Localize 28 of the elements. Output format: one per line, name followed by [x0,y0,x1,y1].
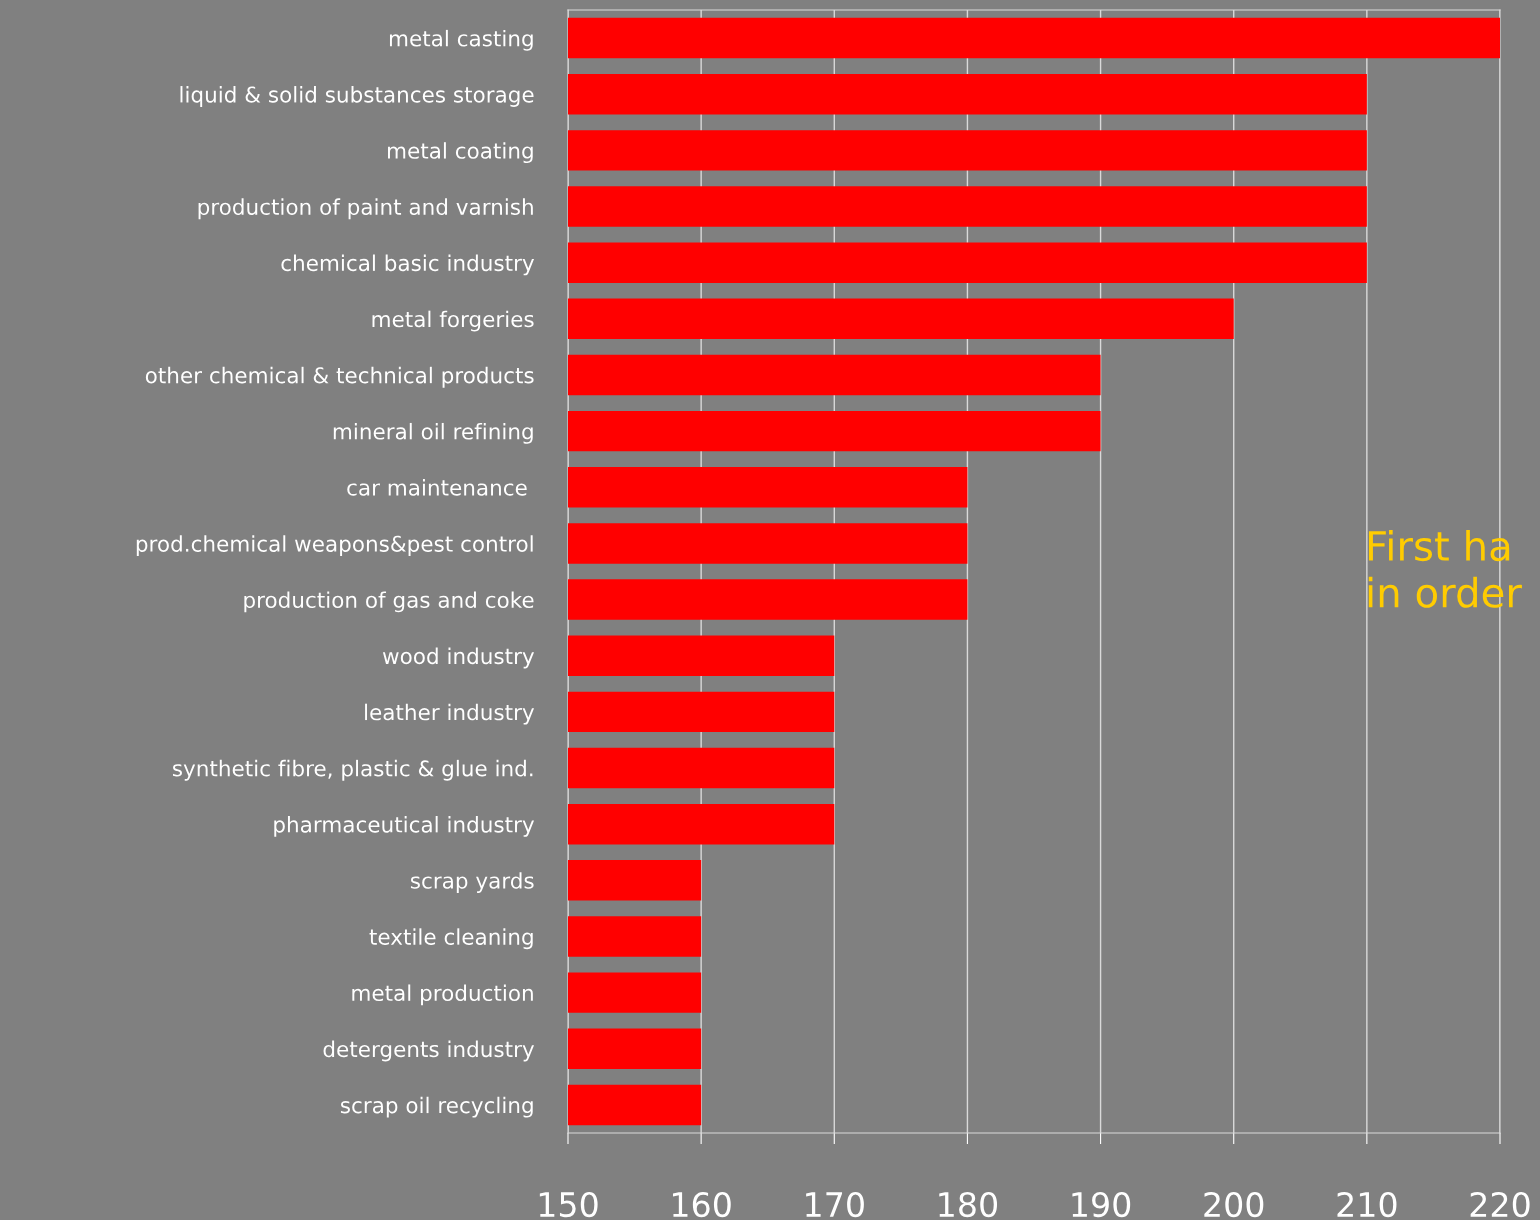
y-tick-label: scrap oil recycling [340,1096,533,1118]
y-tick-label: leather industry [365,703,535,725]
y-tick-label: synthetic fibre, plastic & glue ind. [172,759,533,781]
y-tick-label: car maintenance [347,479,527,496]
x-tick-label: 180 [939,1191,998,1218]
y-tick-label: pharmaceutical industry [274,816,535,837]
y-tick-label: wood industry [382,647,535,669]
y-tick-label: mineral oil refining [333,422,533,444]
y-tick-label: chemical basic industry [281,254,535,276]
x-tick-label: 210 [1337,1191,1397,1218]
y-tick-label: production of gas and coke [244,591,534,613]
y-tick-label: metal casting [389,29,533,51]
y-tick-label: liquid & solid substances storage [180,86,534,107]
y-tick-label: prod.chemical weapons&pest control [136,535,533,557]
y-tick-label: detergents industry [323,1040,535,1062]
y-tick-label: metal production [352,984,533,1006]
y-tick-label: textile cleaning [369,928,533,950]
y-tick-label: production of paint and varnish [198,198,533,220]
y-tick-label: metal coating [388,142,533,164]
x-tick-label: 190 [1072,1191,1131,1218]
x-tick-label: 170 [806,1191,864,1218]
x-tick-label: 150 [539,1191,598,1218]
x-tick-label: 200 [1204,1191,1264,1218]
x-tick-label: 220 [1470,1191,1530,1218]
y-tick-label: metal forgeries [372,310,534,332]
x-tick-label: 160 [672,1191,731,1218]
y-tick-label: other chemical & technical products [145,366,534,388]
y-tick-label: scrap yards [410,872,534,893]
